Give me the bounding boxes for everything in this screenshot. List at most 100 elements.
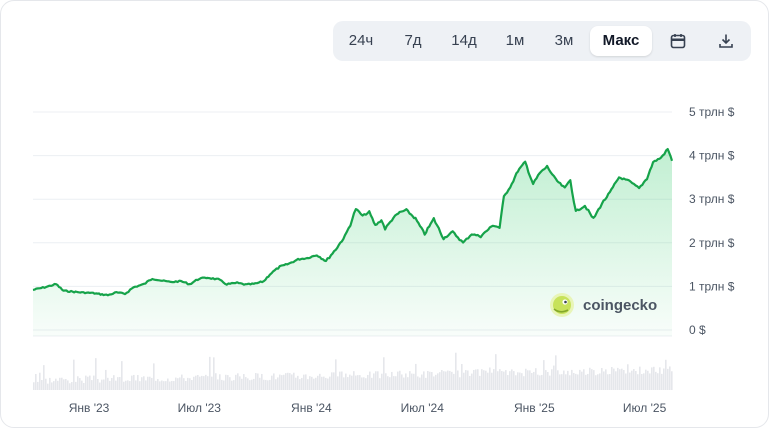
- volume-bar: [193, 376, 195, 390]
- volume-bar: [429, 371, 431, 390]
- volume-bar: [529, 370, 531, 390]
- volume-bar: [403, 377, 405, 390]
- volume-bar: [275, 379, 277, 390]
- volume-bar: [515, 375, 517, 390]
- x-tick-label: Янв '23: [69, 401, 110, 415]
- volume-bar: [455, 352, 457, 390]
- volume-bar: [587, 373, 589, 390]
- volume-bar: [647, 370, 649, 390]
- volume-bar: [523, 376, 525, 390]
- volume-bar: [355, 375, 357, 390]
- volume-bar: [329, 376, 331, 390]
- volume-bar: [465, 370, 467, 390]
- volume-bar: [503, 371, 505, 390]
- volume-bar: [481, 369, 483, 390]
- coingecko-logo-icon: [550, 293, 574, 317]
- volume-bar: [541, 374, 543, 390]
- volume-bar: [45, 378, 47, 390]
- volume-bar: [99, 382, 101, 390]
- volume-bar: [247, 378, 249, 390]
- volume-bar: [55, 378, 57, 390]
- volume-bar: [363, 377, 365, 390]
- volume-bar: [345, 373, 347, 390]
- volume-bar: [567, 370, 569, 390]
- volume-bar: [151, 377, 153, 390]
- volume-bar: [179, 377, 181, 390]
- volume-bar: [137, 375, 139, 390]
- volume-bar: [157, 379, 159, 390]
- volume-bar: [485, 370, 487, 390]
- volume-bar: [297, 375, 299, 390]
- volume-bar: [427, 370, 429, 390]
- volume-bar: [499, 369, 501, 390]
- range-tab-max[interactable]: Макс: [590, 26, 652, 56]
- range-tab-24h[interactable]: 24ч: [348, 32, 374, 49]
- volume-bar: [135, 380, 137, 390]
- y-axis-ticks: 0 $ 1 трлн $ 2 трлн $ 3 трлн $ 4 трлн $ 5 трл…: [689, 105, 735, 337]
- volume-bar: [71, 382, 73, 390]
- volume-bar: [649, 373, 651, 390]
- volume-bar: [407, 377, 409, 390]
- calendar-button[interactable]: [663, 26, 693, 56]
- volume-bar: [201, 375, 203, 390]
- volume-bar: [601, 368, 603, 390]
- volume-bar: [333, 372, 335, 390]
- range-tab-3m[interactable]: 3м: [554, 32, 574, 49]
- volume-bar: [537, 374, 539, 390]
- volume-bar: [95, 358, 97, 390]
- volume-bar: [643, 373, 645, 390]
- volume-bar: [527, 370, 529, 390]
- volume-bar: [389, 377, 391, 390]
- volume-bar: [381, 373, 383, 390]
- calendar-icon: [670, 34, 686, 49]
- volume-bar: [139, 381, 141, 390]
- volume-bar: [609, 373, 611, 390]
- y-tick-label: 5 трлн $: [689, 105, 735, 119]
- volume-bar: [513, 371, 515, 390]
- y-tick-label: 3 трлн $: [689, 192, 735, 206]
- volume-bar: [483, 370, 485, 390]
- download-button[interactable]: [711, 26, 741, 56]
- volume-bar: [625, 373, 627, 390]
- volume-bar: [221, 379, 223, 390]
- volume-bar: [445, 371, 447, 390]
- volume-bar: [497, 371, 499, 390]
- volume-bar: [597, 374, 599, 390]
- volume-bar: [65, 378, 67, 390]
- volume-bar: [563, 370, 565, 390]
- y-tick-label: 4 трлн $: [689, 149, 735, 163]
- volume-bar: [281, 375, 283, 390]
- volume-bar: [549, 375, 551, 390]
- volume-bar: [621, 368, 623, 390]
- volume-bar: [579, 369, 581, 390]
- volume-bar: [133, 374, 135, 390]
- volume-bar: [225, 374, 227, 390]
- volume-bar: [227, 375, 229, 390]
- volume-bar: [581, 371, 583, 390]
- volume-bar: [77, 376, 79, 390]
- volume-bar: [161, 380, 163, 390]
- range-tab-1m[interactable]: 1м: [505, 32, 525, 49]
- volume-bar: [319, 373, 321, 390]
- range-tab-7d[interactable]: 7д: [404, 32, 422, 49]
- volume-bar: [607, 374, 609, 390]
- volume-bar: [123, 381, 125, 390]
- volume-bar: [111, 377, 113, 390]
- volume-bar: [259, 377, 261, 390]
- volume-bar: [301, 377, 303, 390]
- volume-bar: [667, 368, 669, 390]
- volume-bar: [641, 373, 643, 390]
- range-tab-14d[interactable]: 14д: [451, 32, 477, 49]
- volume-bar: [295, 377, 297, 390]
- volume-bar: [421, 374, 423, 390]
- volume-bar: [577, 374, 579, 390]
- volume-bar: [253, 378, 255, 390]
- volume-bar: [277, 377, 279, 390]
- volume-bar: [323, 376, 325, 390]
- volume-bar: [435, 374, 437, 390]
- volume-bar: [489, 367, 491, 390]
- coingecko-watermark: coingecko: [550, 293, 657, 317]
- volume-bar: [591, 369, 593, 390]
- volume-bar: [627, 364, 629, 390]
- volume-bar: [339, 371, 341, 390]
